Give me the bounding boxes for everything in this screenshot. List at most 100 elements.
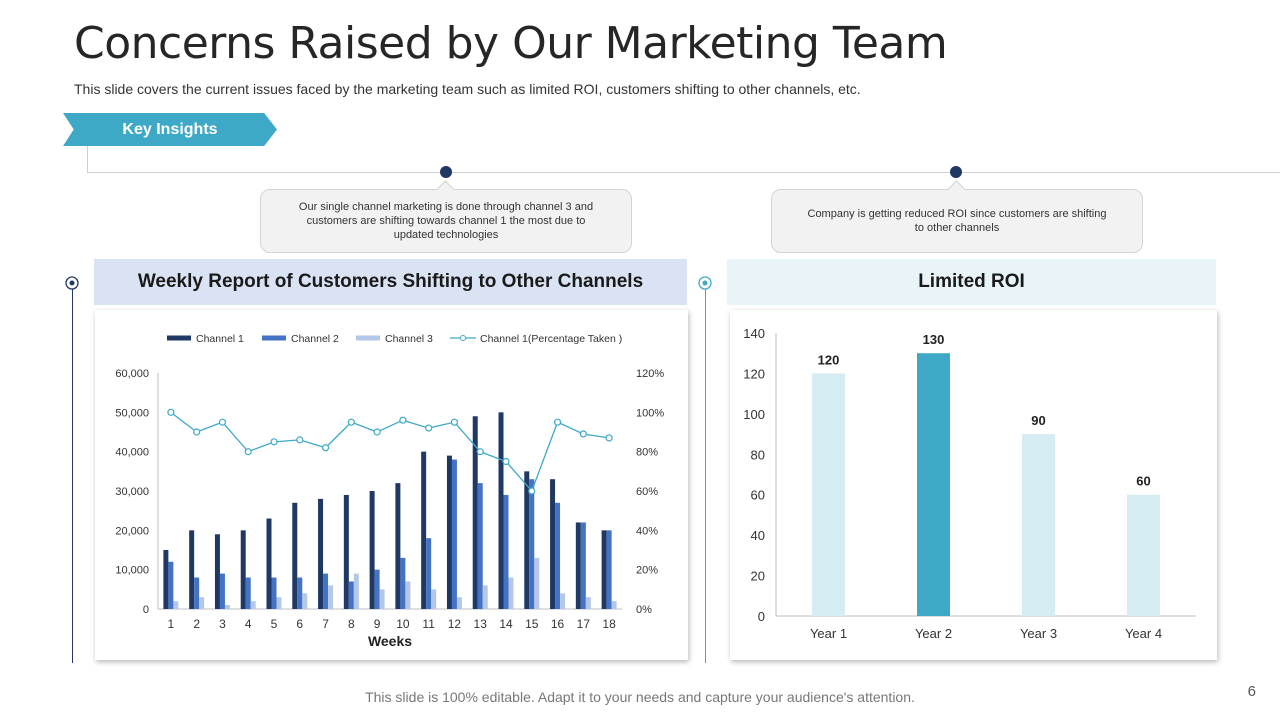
roi-bar (917, 353, 950, 616)
callout-right-notch (947, 180, 966, 199)
weekly-bar-channel-3 (199, 597, 205, 609)
weekly-x-tick-label: 13 (474, 617, 488, 631)
weekly-legend-label: Channel 1 (196, 333, 244, 345)
roi-data-label: 130 (923, 332, 945, 347)
callout-right: Company is getting reduced ROI since cus… (771, 180, 1143, 253)
left-timeline-line (72, 283, 73, 663)
weekly-y-tick-label: 30,000 (115, 486, 149, 498)
weekly-bar-channel-2 (323, 573, 329, 609)
weekly-bar-channel-3 (611, 601, 617, 609)
weekly-bar-channel-1 (575, 522, 581, 609)
weekly-percentage-point (553, 418, 562, 426)
weekly-percentage-point (502, 457, 510, 466)
weekly-bar-channel-2 (555, 502, 561, 609)
weekly-x-tick-label: 7 (322, 617, 329, 631)
weekly-chart-card: 0 10,000 20,000 30,000 40,000 50,000 60,000 0% 2… (95, 310, 688, 660)
weekly-bar-channel-2 (400, 557, 406, 609)
weekly-bar-channel-1 (395, 483, 401, 609)
weekly-legend-label: Channel 2 (291, 333, 339, 345)
roi-y-tick-label: 80 (751, 447, 765, 462)
weekly-bar-channel-2 (245, 577, 251, 609)
weekly-percentage-point (373, 428, 381, 436)
weekly-bar-channel-2 (374, 569, 380, 609)
weekly-legend-swatch-point (460, 335, 466, 341)
roi-data-label: 120 (818, 352, 840, 367)
weekly-bar-channel-1 (189, 530, 195, 609)
weekly-bar-channel-1 (601, 530, 607, 609)
roi-y-tick-label: 60 (751, 488, 765, 503)
weekly-bar-channel-1 (266, 518, 272, 609)
weekly-y-tick-label: 50,000 (115, 407, 149, 419)
weekly-percentage-point (218, 418, 227, 426)
weekly-bar-channel-3 (353, 573, 359, 609)
weekly-bar-channel-3 (431, 589, 437, 609)
weekly-bar-channel-1 (292, 502, 298, 609)
weekly-bar-channel-1 (421, 451, 427, 609)
weekly-y-tick-label: 0 (143, 604, 149, 616)
weekly-legend-label: Channel 3 (385, 333, 433, 345)
weekly-percentage-point (476, 448, 484, 456)
weekly-percentage-point (425, 424, 433, 432)
weekly-x-tick-label: 17 (577, 617, 591, 631)
weekly-percentage-point (167, 408, 175, 416)
weekly-bar-channel-3 (560, 593, 566, 609)
weekly-bar-channel-2 (580, 522, 586, 609)
roi-y-tick-label: 100 (743, 407, 765, 422)
weekly-bar-channel-3 (173, 601, 179, 609)
callout-right-text: Company is getting reduced ROI since cus… (807, 208, 1107, 234)
weekly-bar-channel-1 (550, 479, 556, 609)
weekly-percentage-point (296, 436, 304, 444)
weekly-legend-label: Channel 1(Percentage Taken ) (480, 333, 622, 345)
callout-left-notch (436, 180, 455, 199)
roi-bar (1022, 434, 1055, 616)
weekly-y-tick-label: 10,000 (115, 565, 149, 577)
weekly-bar-channel-3 (379, 589, 385, 609)
weekly-bar-channel-2 (348, 581, 354, 609)
weekly-x-tick-label: 16 (551, 617, 565, 631)
callout-right-marker (950, 166, 962, 178)
roi-y-tick-label: 20 (751, 569, 765, 584)
tag-connector-line (87, 146, 88, 173)
weekly-bar-channel-2 (219, 573, 225, 609)
weekly-x-tick-label: 11 (422, 617, 435, 631)
weekly-bar-channel-3 (405, 581, 411, 609)
roi-y-tick-label: 120 (743, 366, 765, 381)
roi-data-label: 60 (1136, 474, 1150, 489)
weekly-x-tick-label: 2 (193, 617, 200, 631)
weekly-x-tick-label: 12 (448, 617, 462, 631)
weekly-x-tick-label: 8 (348, 617, 355, 631)
slide-footer: This slide is 100% editable. Adapt it to… (365, 689, 915, 705)
weekly-bar-channel-1 (446, 455, 452, 609)
weekly-x-tick-label: 18 (602, 617, 616, 631)
roi-bar (1127, 494, 1160, 616)
weekly-percentage-point (244, 448, 252, 456)
weekly-y2-tick-label: 60% (636, 486, 658, 498)
weekly-bar-channel-1 (163, 550, 169, 609)
weekly-bar-channel-3 (508, 577, 514, 609)
weekly-x-tick-label: 6 (296, 617, 303, 631)
weekly-bar-channel-1 (343, 494, 349, 609)
callout-left: Our single channel marketing is done thr… (260, 180, 632, 253)
weekly-bar-channel-2 (606, 530, 612, 609)
weekly-percentage-point (193, 428, 201, 436)
weekly-bar-channel-2 (297, 577, 303, 609)
weekly-bar-channel-3 (302, 593, 308, 609)
weekly-bar-channel-2 (503, 494, 509, 609)
roi-x-tick-label: Year 3 (1020, 626, 1057, 641)
weekly-percentage-point (528, 487, 536, 495)
weekly-report-title: Weekly Report of Customers Shifting to O… (94, 259, 687, 305)
weekly-bar-channel-2 (451, 459, 457, 609)
key-insights-tag: Key Insights (63, 113, 277, 146)
right-timeline-line (705, 283, 706, 663)
weekly-y2-tick-label: 20% (636, 565, 658, 577)
slide-title: Concerns Raised by Our Marketing Team (74, 18, 948, 69)
weekly-y2-tick-label: 0% (636, 604, 652, 616)
roi-chart: 0 20 40 60 80 100 120 140 120 Year 1 130 Year 2 90 Ye… (743, 326, 1196, 641)
roi-bar (812, 373, 845, 616)
weekly-y2-tick-label: 120% (636, 368, 664, 380)
weekly-bar-channel-1 (498, 412, 504, 609)
weekly-bar-channel-1 (524, 471, 530, 609)
weekly-bar-channel-1 (214, 534, 220, 609)
weekly-x-tick-label: 9 (374, 617, 381, 631)
weekly-legend-swatch (262, 335, 286, 341)
